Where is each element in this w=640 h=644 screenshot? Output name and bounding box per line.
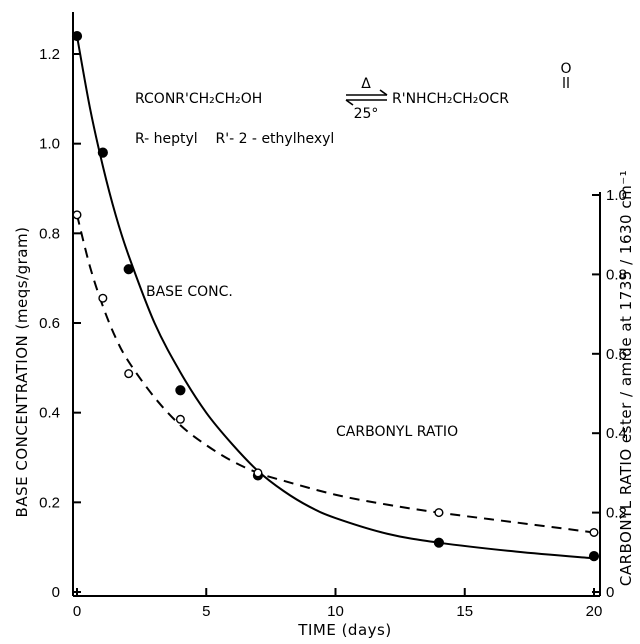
y-right-tick-label: 1.0 (606, 187, 627, 204)
base-conc-label: BASE CONC. (146, 284, 233, 300)
x-tick-label: 10 (327, 603, 344, 620)
carbonyl-ratio-point (98, 293, 108, 303)
base-conc-point (588, 551, 600, 562)
y-left-tick-label: 0 (52, 584, 60, 601)
carbonyl-ratio-point (253, 468, 263, 478)
y-axis-label-right: CARBONYL RATIO ester / amide at 1735 / 1… (617, 170, 635, 586)
y-left-tick-label: 0.6 (39, 315, 60, 332)
y-right-tick-label: 0 (606, 584, 614, 601)
reaction-carbonyl-oxygen: O (560, 61, 571, 77)
base-conc-point (71, 30, 83, 42)
y-right-tick-label: 0.8 (606, 266, 627, 283)
carbonyl-ratio-label: CARBONYL RATIO (336, 424, 458, 440)
base-conc-point (123, 264, 134, 275)
y-right-tick-label: 0.6 (606, 346, 627, 363)
x-tick-label: 0 (73, 603, 81, 620)
substituent-definitions: R- heptyl R'- 2 - ethylhexyl (135, 131, 334, 147)
y-left-tick-label: 1.2 (39, 46, 60, 63)
reaction-condition-temperature: 25° (354, 106, 379, 122)
base-conc-point (433, 537, 444, 548)
y-right-tick-label: 0.2 (606, 505, 627, 522)
x-tick-label: 20 (586, 603, 603, 620)
reaction-reactant: RCONR'CH₂CH₂OH (135, 91, 262, 107)
carbonyl-ratio-point (434, 508, 444, 518)
carbonyl-ratio-point (72, 210, 82, 220)
base-conc-curve (76, 35, 595, 560)
x-axis-label: TIME (days) (297, 621, 391, 639)
x-tick-label: 15 (456, 603, 473, 620)
y-left-tick-label: 0.8 (39, 225, 60, 242)
y-axis-label-left: BASE CONCENTRATION (meqs/gram) (13, 227, 31, 518)
x-tick-label: 5 (202, 603, 210, 620)
y-left-tick-label: 1.0 (39, 136, 60, 153)
y-left-tick-label: 0.4 (39, 405, 60, 422)
base-conc-point (97, 147, 108, 158)
equilibrium-arrow-icon (345, 89, 388, 106)
axis-ticks: 0 5 10 15 2000.20.40.60.81.01.200.20.40.60.8… (39, 46, 627, 620)
series-markers (71, 30, 600, 562)
carbonyl-ratio-point (175, 414, 185, 424)
base-conc-point (175, 385, 186, 396)
carbonyl-ratio-curve (76, 214, 595, 534)
y-right-tick-label: 0.4 (606, 425, 627, 442)
series-curves (76, 35, 595, 560)
reaction-condition-heat: Δ (361, 76, 371, 92)
carbonyl-ratio-point (124, 369, 134, 379)
reaction-equation: RCONR'CH₂CH₂OH Δ 25° R'NHCH₂CH₂OCR O R- … (135, 61, 572, 147)
carbonyl-ratio-point (589, 527, 599, 537)
y-left-tick-label: 0.2 (39, 494, 60, 511)
reaction-product: R'NHCH₂CH₂OCR (392, 91, 509, 107)
